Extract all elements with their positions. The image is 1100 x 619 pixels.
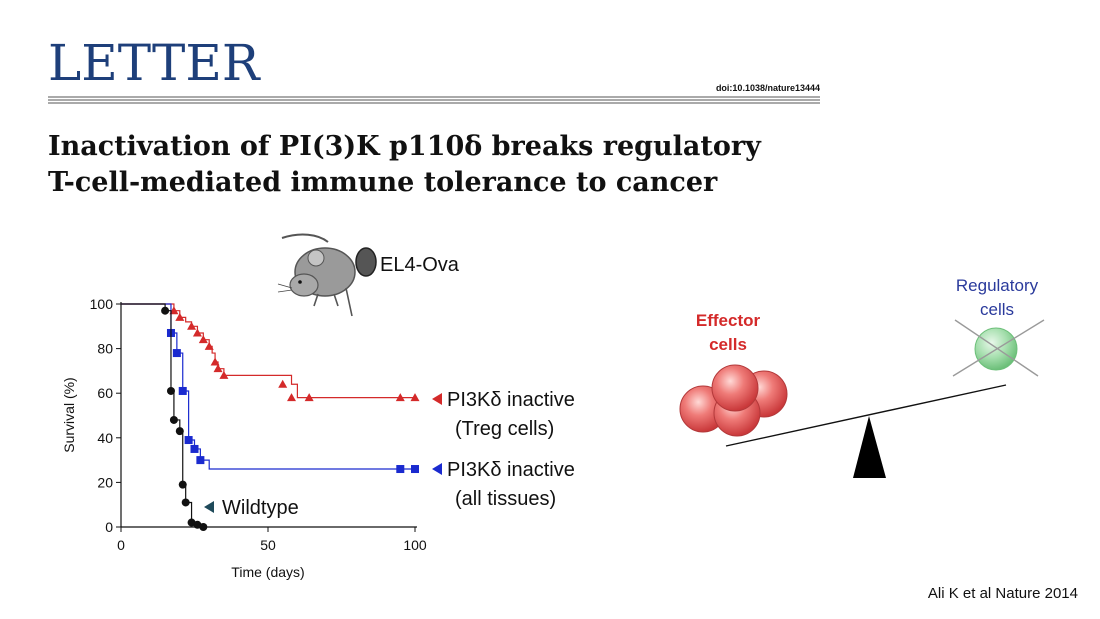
series-line <box>121 303 204 527</box>
data-point <box>219 370 229 379</box>
regulatory-label-line-1: Regulatory <box>956 276 1039 295</box>
series-line <box>121 303 415 470</box>
data-point <box>411 465 419 474</box>
effector-cells-cluster <box>679 364 788 437</box>
y-tick-label: 80 <box>97 341 113 357</box>
citation: Ali K et al Nature 2014 <box>928 585 1078 602</box>
data-point <box>175 427 184 436</box>
data-point <box>396 465 405 474</box>
legend-entry-3: Wildtype <box>204 497 299 519</box>
article-title-line-2: T-cell-mediated immune tolerance to canc… <box>48 167 718 198</box>
survival-chart: Survival (%) Time (days) 0 20 40 60 80 100 0 50… <box>61 296 575 580</box>
y-tick-label: 20 <box>97 474 113 490</box>
data-point <box>169 306 179 315</box>
data-point <box>410 393 420 402</box>
data-point <box>178 386 187 395</box>
cross-out-mark <box>954 319 1039 377</box>
doi-text: doi:10.1038/nature13444 <box>716 83 820 93</box>
x-tick-label: 0 <box>117 537 125 553</box>
data-point <box>287 393 297 402</box>
tumor-icon <box>355 247 377 277</box>
y-tick-label: 60 <box>97 385 113 401</box>
legend-arrow-icon <box>432 393 442 405</box>
data-point <box>181 498 190 507</box>
mouse-label: EL4-Ova <box>380 254 460 276</box>
data-point <box>190 444 199 453</box>
data-point <box>210 357 220 366</box>
legend-entry-1: PI3Kδ inactive (Treg cells) <box>432 389 575 440</box>
x-tick-label: 50 <box>260 537 276 553</box>
data-point <box>192 328 202 337</box>
data-point <box>161 306 170 315</box>
data-point <box>187 321 197 330</box>
series-3 <box>121 303 208 531</box>
y-tick-label: 100 <box>90 296 114 312</box>
data-point <box>199 523 208 531</box>
effector-label-line-1: Effector <box>696 311 761 330</box>
data-point <box>278 379 288 388</box>
article-title-line-1: Inactivation of PI(3)K p110δ breaks regu… <box>48 131 762 162</box>
data-point <box>204 341 214 350</box>
legend-label: (all tissues) <box>455 488 556 510</box>
data-point <box>172 349 181 358</box>
data-point <box>395 393 405 402</box>
journal-name: LETTER <box>48 34 261 92</box>
legend-arrow-icon <box>204 501 214 513</box>
regulatory-label-line-2: cells <box>980 300 1014 319</box>
y-tick-label: 0 <box>105 519 113 535</box>
x-tick-label: 100 <box>403 537 427 553</box>
regulatory-cell <box>952 319 1045 377</box>
data-point <box>166 386 175 395</box>
legend-entry-2: PI3Kδ inactive (all tissues) <box>432 459 575 510</box>
effector-label-line-2: cells <box>709 335 747 354</box>
legend-label: Wildtype <box>222 497 299 519</box>
data-point <box>175 312 185 321</box>
data-point <box>196 456 205 465</box>
x-axis-label: Time (days) <box>231 564 304 580</box>
series-line <box>121 303 415 399</box>
legend-arrow-icon <box>432 463 442 475</box>
legend-label: PI3Kδ inactive <box>447 459 575 481</box>
y-axis-label: Survival (%) <box>61 377 77 452</box>
series-1 <box>121 303 420 402</box>
data-point <box>184 436 193 445</box>
cross-out-mark <box>952 319 1045 377</box>
legend-label: (Treg cells) <box>455 418 554 440</box>
mouse-icon <box>277 233 377 317</box>
seesaw-illustration: Effector cells Regulatory cells <box>679 276 1045 478</box>
seesaw-fulcrum <box>853 416 886 478</box>
series-2 <box>121 303 419 474</box>
legend-label: PI3Kδ inactive <box>447 389 575 411</box>
data-point <box>198 335 208 344</box>
data-point <box>304 393 314 402</box>
seesaw-beam <box>725 384 1007 447</box>
data-point <box>178 480 187 489</box>
y-tick-label: 40 <box>97 430 113 446</box>
data-point <box>213 364 223 373</box>
data-point <box>169 415 178 424</box>
